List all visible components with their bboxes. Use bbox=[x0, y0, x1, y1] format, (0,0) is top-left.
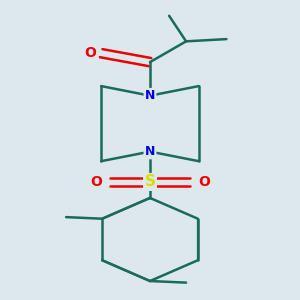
Text: O: O bbox=[90, 175, 102, 189]
Text: O: O bbox=[198, 175, 210, 189]
Text: N: N bbox=[145, 145, 155, 158]
Text: O: O bbox=[85, 46, 97, 60]
Text: N: N bbox=[145, 89, 155, 102]
Text: S: S bbox=[145, 175, 155, 190]
